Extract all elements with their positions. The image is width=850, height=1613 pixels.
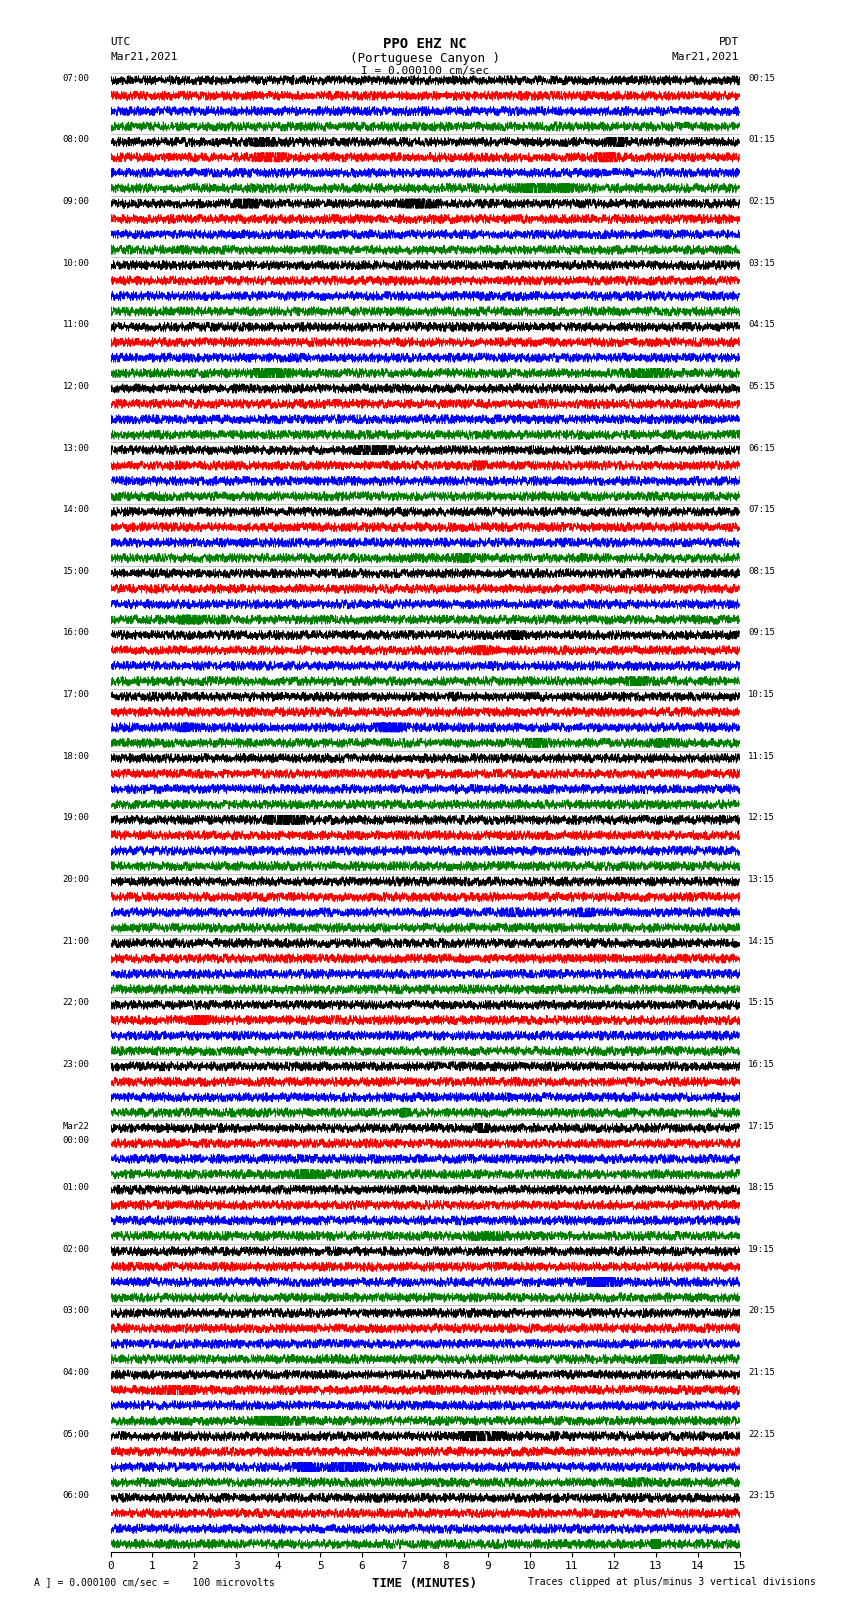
Text: 13:15: 13:15: [748, 874, 774, 884]
Text: PDT: PDT: [719, 37, 740, 47]
Text: 14:15: 14:15: [748, 937, 774, 945]
Text: Mar21,2021: Mar21,2021: [672, 52, 740, 61]
Text: 04:15: 04:15: [748, 321, 774, 329]
Text: 15:15: 15:15: [748, 998, 774, 1007]
Text: 00:15: 00:15: [748, 74, 774, 82]
Text: 00:00: 00:00: [63, 1136, 89, 1145]
Text: 10:15: 10:15: [748, 690, 774, 698]
Text: (Portuguese Canyon ): (Portuguese Canyon ): [350, 52, 500, 65]
Text: 19:00: 19:00: [63, 813, 89, 823]
Text: 20:00: 20:00: [63, 874, 89, 884]
Text: UTC: UTC: [110, 37, 131, 47]
Text: 05:15: 05:15: [748, 382, 774, 390]
Text: PPO EHZ NC: PPO EHZ NC: [383, 37, 467, 52]
Text: 21:00: 21:00: [63, 937, 89, 945]
Text: 20:15: 20:15: [748, 1307, 774, 1316]
Text: 23:15: 23:15: [748, 1492, 774, 1500]
Text: 08:15: 08:15: [748, 566, 774, 576]
Text: 22:15: 22:15: [748, 1429, 774, 1439]
Text: I = 0.000100 cm/sec: I = 0.000100 cm/sec: [361, 66, 489, 76]
Text: A ] = 0.000100 cm/sec =    100 microvolts: A ] = 0.000100 cm/sec = 100 microvolts: [34, 1578, 275, 1587]
Text: 18:15: 18:15: [748, 1184, 774, 1192]
Text: 17:00: 17:00: [63, 690, 89, 698]
Text: 05:00: 05:00: [63, 1429, 89, 1439]
Text: 11:15: 11:15: [748, 752, 774, 761]
Text: Mar22: Mar22: [63, 1121, 89, 1131]
Text: 01:15: 01:15: [748, 135, 774, 145]
Text: Traces clipped at plus/minus 3 vertical divisions: Traces clipped at plus/minus 3 vertical …: [528, 1578, 816, 1587]
Text: 02:00: 02:00: [63, 1245, 89, 1253]
Text: 19:15: 19:15: [748, 1245, 774, 1253]
Text: 16:00: 16:00: [63, 629, 89, 637]
Text: 22:00: 22:00: [63, 998, 89, 1007]
Text: Mar21,2021: Mar21,2021: [110, 52, 178, 61]
Text: 03:00: 03:00: [63, 1307, 89, 1316]
Text: 14:00: 14:00: [63, 505, 89, 515]
Text: 17:15: 17:15: [748, 1121, 774, 1131]
Text: 09:00: 09:00: [63, 197, 89, 206]
Text: 07:15: 07:15: [748, 505, 774, 515]
Text: 10:00: 10:00: [63, 258, 89, 268]
Text: 03:15: 03:15: [748, 258, 774, 268]
Text: 21:15: 21:15: [748, 1368, 774, 1378]
Text: 15:00: 15:00: [63, 566, 89, 576]
Text: 06:00: 06:00: [63, 1492, 89, 1500]
Text: 12:00: 12:00: [63, 382, 89, 390]
Text: 23:00: 23:00: [63, 1060, 89, 1069]
Text: 02:15: 02:15: [748, 197, 774, 206]
Text: 12:15: 12:15: [748, 813, 774, 823]
Text: 01:00: 01:00: [63, 1184, 89, 1192]
Text: 16:15: 16:15: [748, 1060, 774, 1069]
Text: 04:00: 04:00: [63, 1368, 89, 1378]
Text: 11:00: 11:00: [63, 321, 89, 329]
X-axis label: TIME (MINUTES): TIME (MINUTES): [372, 1578, 478, 1590]
Text: 13:00: 13:00: [63, 444, 89, 453]
Text: 07:00: 07:00: [63, 74, 89, 82]
Text: 08:00: 08:00: [63, 135, 89, 145]
Text: 09:15: 09:15: [748, 629, 774, 637]
Text: 18:00: 18:00: [63, 752, 89, 761]
Text: 06:15: 06:15: [748, 444, 774, 453]
